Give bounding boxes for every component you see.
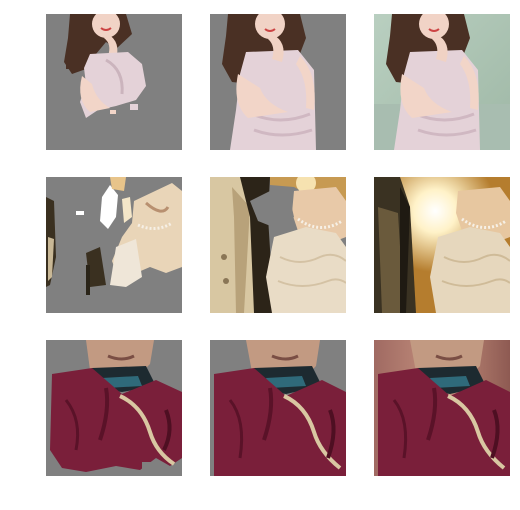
row3-original-photo: [374, 340, 510, 476]
row3-full-cutout: [210, 340, 346, 476]
row1-original-photo: [374, 14, 510, 150]
row1-partial-cutout: [46, 14, 182, 150]
row1-full-cutout: [210, 14, 346, 150]
row3-partial-cutout: [46, 340, 182, 476]
row2-full-cutout: [210, 177, 346, 313]
row2-partial-cutout: [46, 177, 182, 313]
row2-original-photo: [374, 177, 510, 313]
